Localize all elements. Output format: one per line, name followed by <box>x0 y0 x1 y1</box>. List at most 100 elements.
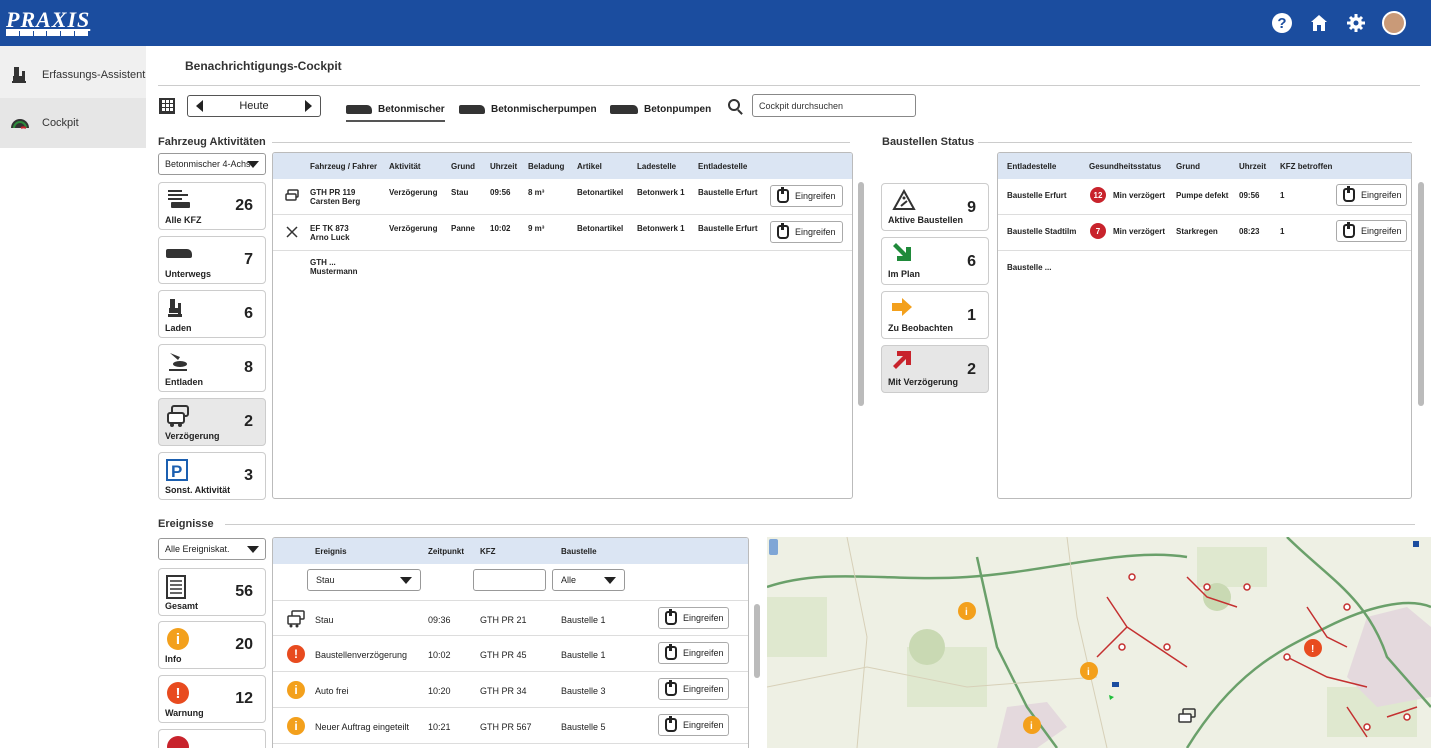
svg-text:i: i <box>1087 667 1090 678</box>
card-aktive-baustellen[interactable]: Aktive Baustellen 9 <box>881 183 989 231</box>
column-header[interactable]: KFZ <box>480 547 496 556</box>
table-row[interactable]: EF TK 873 Arno Luck Verzögerung Panne 10… <box>273 215 852 251</box>
table-row[interactable]: i Neuer Auftrag eingeteilt 10:21 GTH PR … <box>273 708 748 744</box>
column-header[interactable]: Aktivität <box>389 162 421 171</box>
card-count: 6 <box>244 305 253 322</box>
card-mit-verzoegerung[interactable]: Mit Verzögerung 2 <box>881 345 989 393</box>
delayed-trucks-icon <box>167 405 189 427</box>
user-avatar[interactable] <box>1382 11 1406 35</box>
column-header[interactable]: Grund <box>1176 162 1200 171</box>
eingreifen-button[interactable]: Eingreifen <box>658 678 729 700</box>
card-label: Sonst. Aktivität <box>165 485 231 495</box>
time: 09:56 <box>1239 191 1260 200</box>
table-row[interactable]: Baustelle Stadtilm 7 Min verzögert Stark… <box>998 215 1411 251</box>
site-table-scrollbar[interactable] <box>1418 182 1424 406</box>
tab-betonpumpen[interactable]: Betonpumpen <box>610 100 711 118</box>
calendar-icon[interactable] <box>159 98 175 114</box>
column-header[interactable]: Fahrzeug / Fahrer <box>310 162 378 171</box>
praxis-logo[interactable]: PRAXIS <box>6 7 91 32</box>
card-laden[interactable]: Laden 6 <box>158 290 266 338</box>
card-zu-beobachten[interactable]: Zu Beobachten 1 <box>881 291 989 339</box>
kfz-filter-input[interactable] <box>473 569 546 591</box>
card-count: 26 <box>235 197 253 214</box>
top-bar: PRAXIS ? <box>0 0 1431 46</box>
section-divider <box>978 142 1412 143</box>
table-row[interactable]: Stau 09:36 GTH PR 21 Baustelle 1 Eingrei… <box>273 600 748 636</box>
card-unterwegs[interactable]: Unterwegs 7 <box>158 236 266 284</box>
date-navigator[interactable]: Heute <box>187 95 321 117</box>
table-row[interactable]: i Auto frei 10:20 GTH PR 34 Baustelle 3 … <box>273 672 748 708</box>
column-header[interactable]: Ereignis <box>315 547 347 556</box>
column-header[interactable]: Ladestelle <box>637 162 677 171</box>
search-input[interactable]: Cockpit durchsuchen <box>752 94 916 117</box>
column-header[interactable]: Grund <box>451 162 475 171</box>
table-row[interactable]: ! Baustellenverzögerung 10:02 GTH PR 45 … <box>273 636 748 672</box>
card-gesamt[interactable]: Gesamt 56 <box>158 568 266 616</box>
card-label: Warnung <box>165 708 204 718</box>
card-im-plan[interactable]: Im Plan 6 <box>881 237 989 285</box>
card-label: Laden <box>165 323 192 333</box>
column-header[interactable]: KFZ betroffen <box>1280 162 1333 171</box>
column-header[interactable]: Uhrzeit <box>1239 162 1267 171</box>
eingreifen-button[interactable]: Eingreifen <box>770 185 843 207</box>
tab-betonmischer[interactable]: Betonmischer <box>346 100 445 122</box>
column-header[interactable]: Gesundheitsstatus <box>1089 162 1162 171</box>
table-row[interactable]: Baustelle ... <box>998 251 1411 287</box>
column-header[interactable]: Entladestelle <box>698 162 748 171</box>
events-table-scrollbar[interactable] <box>754 604 760 678</box>
table-row[interactable]: Baustelle Erfurt 12 Min verzögert Pumpe … <box>998 179 1411 215</box>
map-view[interactable]: i i i ! <box>767 537 1431 748</box>
vehicle-type-select[interactable]: Betonmischer 4-Achs <box>158 153 266 175</box>
list-document-icon <box>166 575 186 599</box>
event-filter-select[interactable]: Stau <box>307 569 421 591</box>
event-site: Baustelle 3 <box>561 686 606 696</box>
eingreifen-button[interactable]: Eingreifen <box>1336 220 1407 242</box>
button-label: Eingreifen <box>1361 226 1402 236</box>
eingreifen-button[interactable]: Eingreifen <box>658 714 729 736</box>
table-row[interactable]: GTH PR 119 Carsten Berg Verzögerung Stau… <box>273 179 852 215</box>
column-header[interactable]: Entladestelle <box>1007 162 1057 171</box>
prev-day-icon[interactable] <box>196 100 203 112</box>
event-category-select[interactable]: Alle Ereigniskat. <box>158 538 266 560</box>
search-icon[interactable] <box>728 99 740 111</box>
site-filter-select[interactable]: Alle <box>552 569 625 591</box>
eingreifen-button[interactable]: Eingreifen <box>1336 184 1407 206</box>
column-header[interactable]: Artikel <box>577 162 602 171</box>
eingreifen-button[interactable]: Eingreifen <box>658 607 729 629</box>
card-critical-partial[interactable] <box>158 729 266 748</box>
card-count: 7 <box>244 251 253 268</box>
vehicle-plate: EF TK 873 <box>310 224 349 233</box>
reason: Starkregen <box>1176 227 1218 236</box>
table-row[interactable]: GTH ... Mustermann <box>273 251 852 287</box>
button-label: Eingreifen <box>795 191 836 201</box>
next-day-icon[interactable] <box>305 100 312 112</box>
help-icon[interactable]: ? <box>1272 13 1292 33</box>
card-verzoegerung[interactable]: Verzögerung 2 <box>158 398 266 446</box>
eingreifen-button[interactable]: Eingreifen <box>770 221 843 243</box>
column-header[interactable]: Uhrzeit <box>490 162 518 171</box>
column-header[interactable]: Baustelle <box>561 547 597 556</box>
loader-icon <box>168 299 182 317</box>
arrow-down-right-green-icon <box>893 243 911 261</box>
event-kfz: GTH PR 567 <box>480 722 532 732</box>
tab-betonmischerpumpen[interactable]: Betonmischerpumpen <box>459 100 597 118</box>
eingreifen-button[interactable]: Eingreifen <box>658 642 729 664</box>
home-icon[interactable] <box>1308 12 1330 34</box>
card-count: 1 <box>967 307 976 324</box>
load: 9 m³ <box>528 224 545 233</box>
column-header[interactable]: Beladung <box>528 162 565 171</box>
vehicle-table-scrollbar[interactable] <box>858 182 864 406</box>
card-alle-kfz[interactable]: Alle KFZ 26 <box>158 182 266 230</box>
card-info[interactable]: i Info 20 <box>158 621 266 669</box>
card-entladen[interactable]: Entladen 8 <box>158 344 266 392</box>
activity: Verzögerung <box>389 188 438 197</box>
card-warnung[interactable]: ! Warnung 12 <box>158 675 266 723</box>
card-sonst-aktivitaet[interactable]: P Sonst. Aktivität 3 <box>158 452 266 500</box>
gear-icon[interactable] <box>1345 12 1367 34</box>
sidebar-item-erfassungs-assistent[interactable]: Erfassungs-Assistent <box>0 50 146 100</box>
unload-icon <box>169 353 187 371</box>
card-label: Im Plan <box>888 269 921 279</box>
sidebar-item-cockpit[interactable]: Cockpit <box>0 98 146 148</box>
column-header[interactable]: Zeitpunkt <box>428 547 464 556</box>
button-label: Eingreifen <box>683 684 724 694</box>
